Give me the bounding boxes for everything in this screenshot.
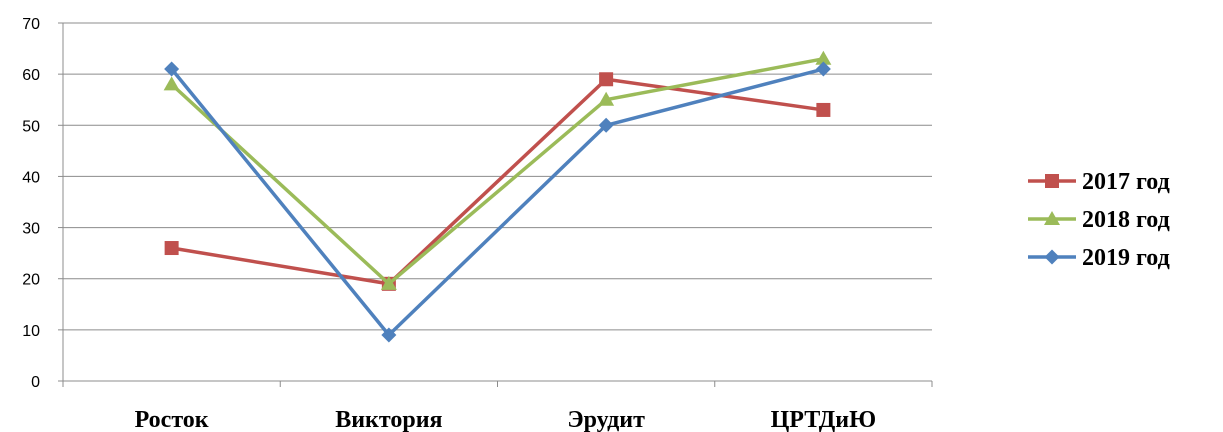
legend-item: 2018 год (1028, 207, 1170, 233)
data-point (164, 61, 180, 77)
x-tick-label: ЦРТДиЮ (771, 407, 876, 432)
y-tick-label: 60 (22, 67, 40, 84)
data-point (598, 91, 615, 106)
y-tick-label: 50 (22, 118, 40, 135)
data-point (599, 72, 614, 87)
data-point (815, 50, 832, 65)
legend-marker (1044, 211, 1060, 225)
y-tick-label: 70 (22, 16, 40, 33)
x-tick-label: Виктория (335, 407, 442, 432)
legend: 2017 год 2018 год 2019 год (1028, 169, 1170, 271)
x-axis-ticks: Росток Виктория Эрудит ЦРТДиЮ (135, 407, 877, 432)
data-point (380, 275, 397, 290)
data-point (816, 102, 831, 117)
series-line (170, 57, 824, 286)
series-line (171, 77, 824, 286)
y-tick-label: 40 (22, 169, 40, 186)
data-point (598, 117, 614, 133)
legend-item: 2019 год (1028, 245, 1170, 271)
series-layer (163, 50, 832, 343)
data-point (163, 76, 180, 91)
legend-label: 2017 год (1082, 169, 1170, 195)
y-tick-label: 10 (22, 323, 40, 340)
legend-label: 2019 год (1082, 245, 1170, 271)
series-3 (164, 61, 831, 343)
gridlines (63, 22, 932, 331)
legend-item: 2017 год (1028, 169, 1170, 195)
legend-marker (1044, 249, 1060, 265)
x-tick-label: Росток (135, 407, 209, 432)
y-tick-label: 30 (22, 221, 40, 238)
legend-label: 2018 год (1082, 207, 1170, 233)
data-point (164, 241, 179, 256)
y-tick-label: 0 (31, 374, 40, 391)
data-point (815, 61, 831, 77)
legend-marker (1045, 174, 1059, 188)
x-tick-label: Эрудит (567, 407, 645, 432)
series-line (170, 67, 824, 337)
data-point (381, 327, 397, 343)
y-tick-label: 20 (22, 272, 40, 289)
axes (58, 22, 933, 387)
y-axis-ticks: 0 10 20 30 40 50 60 70 (22, 16, 40, 391)
series-2 (163, 50, 832, 290)
